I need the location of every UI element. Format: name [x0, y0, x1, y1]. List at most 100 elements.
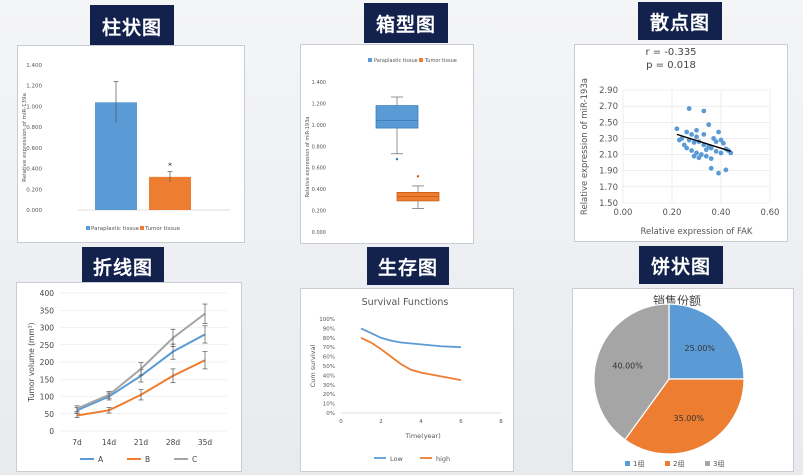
scatter-point	[674, 126, 680, 132]
legend-label-2: 2组	[673, 459, 684, 468]
correlation-p: p = 0.018	[646, 60, 696, 71]
y-tick-label: 1.90	[599, 167, 618, 177]
outlier-point	[395, 157, 399, 161]
x-tick-label: 8	[499, 419, 503, 425]
y-tick-label: 1.200	[26, 84, 42, 90]
legend-swatch-1	[368, 58, 372, 62]
y-tick-label: 0.600	[312, 166, 326, 172]
y-tick-label: 300	[40, 324, 55, 333]
legend-label-1: 1组	[633, 459, 644, 468]
bar-chart-panel: 0.000 0.200 0.400 0.600 0.800 1.000 1.200 1.400…	[17, 45, 245, 243]
pie-slice-1	[668, 303, 745, 380]
scatter-point	[701, 108, 707, 114]
scatter-point	[713, 139, 719, 145]
scatter-point	[718, 137, 724, 143]
pie-slice-2	[624, 378, 745, 455]
scatter-chart-panel: r = -0.335 p = 0.018 1.50 1.70 1.90 2.10 2.30 2…	[574, 44, 788, 242]
x-tick-label: 0.40	[712, 208, 731, 218]
scatter-point	[708, 156, 714, 162]
y-tick-label: 0.200	[312, 209, 326, 215]
scatter-point	[691, 140, 697, 145]
x-axis-label: Relative expression of FAK	[641, 227, 753, 237]
x-tick-label: 4	[419, 419, 423, 425]
outlier-point	[416, 175, 420, 178]
scatter-point	[694, 134, 699, 140]
chart-title: Survival Functions	[362, 297, 449, 308]
legend-label-high: high	[436, 455, 450, 463]
legend-label-1: Paraplastic tissue	[91, 226, 140, 232]
x-tick-label: 21d	[134, 438, 149, 447]
y-tick-label: 2.70	[599, 102, 618, 112]
scatter-point	[691, 153, 697, 159]
legend-label-2: Tumor tissue	[144, 226, 181, 232]
pie-chart-panel: 销售份额 25.00% 35.00% 40.00% 1组 2组 3组	[572, 288, 794, 472]
bar-2	[149, 176, 191, 210]
scatter-point	[703, 147, 709, 153]
box-chart-title: 箱型图	[364, 3, 448, 43]
scatter-point	[713, 148, 719, 154]
legend-swatch-2	[665, 461, 670, 466]
y-tick-label: 1.70	[599, 183, 618, 193]
scatter-point	[708, 145, 714, 151]
y-tick-label: 0.200	[26, 187, 42, 193]
legend-label-C: C	[192, 455, 197, 464]
y-tick-label: 1.000	[26, 104, 42, 110]
y-tick-label: 2.90	[599, 86, 618, 96]
y-tick-label: 2.50	[599, 118, 618, 128]
y-tick-label: 200	[40, 358, 55, 367]
slice-label-2: 35.00%	[673, 414, 704, 423]
x-tick-label: 2	[379, 419, 383, 425]
y-tick-label: 0.800	[312, 144, 326, 150]
legend-label-Low: Low	[390, 455, 403, 463]
y-tick-label: 40%	[323, 373, 335, 379]
bar-chart: 0.000 0.200 0.400 0.600 0.800 1.000 1.200 1.400…	[22, 63, 230, 232]
scatter-point	[686, 106, 692, 111]
legend-label-2: Tumor tissue	[424, 58, 457, 64]
x-tick-label: 28d	[166, 438, 181, 447]
scatter-point	[676, 137, 682, 143]
significance-mark: *	[168, 162, 172, 171]
y-axis-label: Relative expression of miR-139a	[22, 93, 28, 182]
legend-label-1: Paraplastic tissue	[374, 58, 418, 64]
legend-label-B: B	[145, 455, 150, 464]
line-chart-title: 折线图	[82, 247, 164, 285]
line-chart-panel: 0 50 100 150 200 250 300 350 400 7d 14d 21d 28d 35d Tu…	[16, 282, 242, 472]
scatter-point	[694, 127, 699, 133]
x-tick-label: 0.00	[614, 208, 633, 218]
box-chart-panel: 0.000 0.200 0.400 0.600 0.800 1.000 1.200 1.400…	[300, 44, 474, 244]
y-tick-label: 1.400	[312, 80, 326, 86]
x-tick-label: 35d	[198, 438, 213, 447]
survival-chart-title: 生存图	[367, 247, 449, 285]
scatter-point	[681, 142, 687, 148]
y-axis-label: Cum survival	[309, 345, 317, 388]
scatter-point	[703, 153, 709, 159]
survival-chart-panel: Survival Functions 0% 10% 20% 30% 40% 50% 60% 70…	[300, 288, 514, 472]
scatter-point	[696, 155, 702, 161]
scatter-point	[723, 167, 729, 173]
y-axis-label: Relative expression of miR-193a	[305, 117, 311, 198]
y-tick-label: 50%	[323, 364, 335, 370]
y-tick-label: 2.30	[599, 134, 618, 144]
y-tick-label: 0.800	[26, 125, 42, 131]
legend-swatch-2	[419, 58, 423, 62]
y-tick-label: 350	[40, 306, 55, 315]
y-tick-label: 150	[40, 375, 55, 384]
trend-line	[676, 133, 732, 153]
pie-slice-3	[593, 303, 670, 441]
correlation-r: r = -0.335	[645, 47, 696, 58]
scatter-chart-title: 散点图	[638, 2, 722, 40]
y-tick-label: 100	[40, 393, 55, 402]
scatter-point	[684, 129, 690, 135]
y-tick-label: 0.400	[312, 187, 326, 193]
x-tick-label: 0.20	[663, 208, 682, 218]
y-tick-label: 0%	[326, 411, 335, 417]
y-tick-label: 1.50	[599, 199, 618, 209]
scatter-point	[728, 150, 734, 156]
survival-curve-Low	[360, 327, 462, 349]
y-tick-label: 50	[44, 410, 54, 419]
line-chart: 0 50 100 150 200 250 300 350 400 7d 14d 21d 28d 35d Tu…	[27, 289, 227, 464]
y-tick-label: 80%	[323, 336, 335, 342]
y-tick-label: 1.200	[312, 101, 326, 107]
legend-label-3: 3组	[713, 459, 724, 468]
